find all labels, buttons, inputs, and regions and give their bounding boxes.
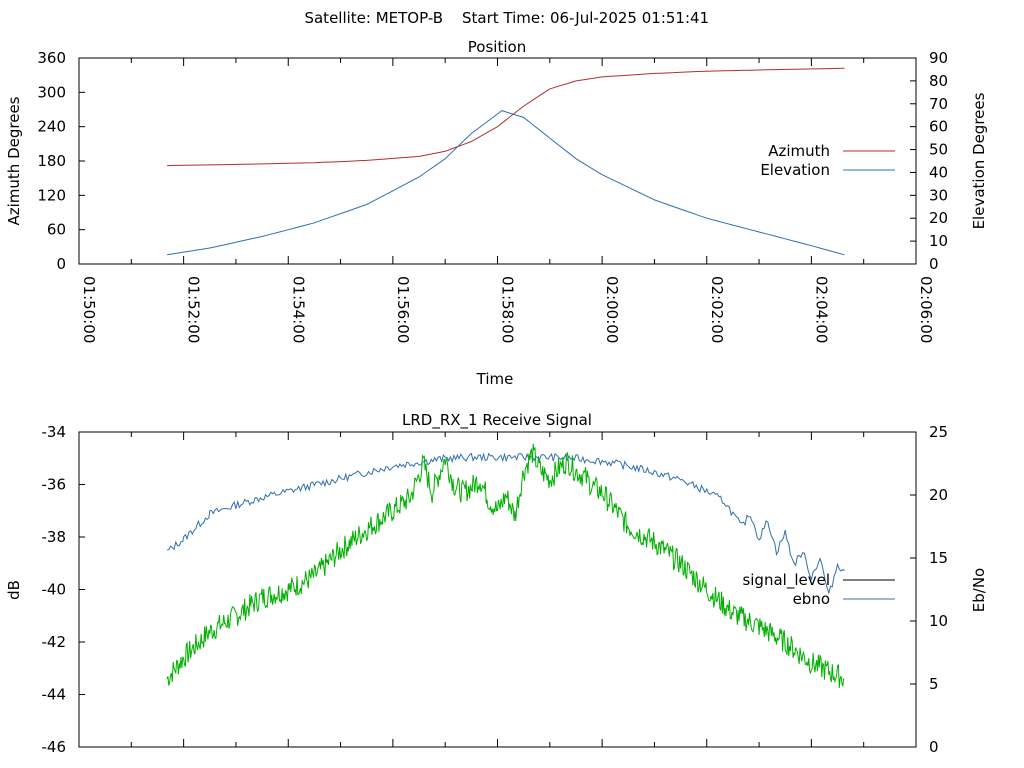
db-axis-label: dB (5, 580, 23, 600)
y2-tick-label: 10 (929, 612, 948, 630)
elevation-axis-tick-labels: 0 10 20 30 40 50 60 70 80 90 (929, 49, 948, 273)
y2-tick-label: 40 (929, 163, 948, 181)
y2-tick-label: 5 (929, 675, 939, 693)
x-tick-label: 01:54:00 (289, 276, 307, 343)
receive-signal-chart-title: LRD_RX_1 Receive Signal (402, 411, 592, 430)
y2-tick-label: 25 (929, 423, 948, 441)
ebno-axis-label: Eb/No (970, 568, 988, 612)
y-tick-label: 300 (37, 83, 66, 101)
y2-tick-label: 50 (929, 141, 948, 159)
y2-tick-label: 0 (929, 738, 939, 756)
legend-label-signal-level: signal_level (742, 571, 830, 590)
db-axis-tick-labels: -34 -36 -38 -40 -42 -44 -46 (42, 423, 67, 756)
y-tick-label: 360 (37, 49, 66, 67)
y-tick-label: -42 (42, 633, 67, 651)
position-chart: Position 0 60 120 180 240 300 360 0 10 20 30 40 50 6… (5, 38, 988, 388)
satellite-label: Satellite: METOP-B (304, 9, 443, 27)
position-legend: Azimuth Elevation (760, 142, 895, 179)
ebno-axis-tick-labels: 0 5 10 15 20 25 (929, 423, 948, 756)
y2-tick-label: 70 (929, 95, 948, 113)
start-time-label: Start Time: 06-Jul-2025 01:51:41 (462, 9, 709, 27)
y2-tick-label: 30 (929, 186, 948, 204)
x-tick-label: 02:04:00 (812, 276, 830, 343)
receive-signal-legend: signal_level ebno (742, 571, 895, 608)
y-tick-label: -44 (42, 686, 67, 704)
y-tick-label: 240 (37, 118, 66, 136)
position-gridless-ticks (78, 57, 917, 265)
elevation-series-line (167, 110, 845, 256)
azimuth-axis-tick-labels: 0 60 120 180 240 300 360 (37, 49, 66, 273)
legend-label-elevation: Elevation (760, 161, 830, 179)
y2-tick-label: 10 (929, 232, 948, 250)
y-tick-label: 180 (37, 152, 66, 170)
x-tick-label: 02:00:00 (603, 276, 621, 343)
y2-tick-label: 80 (929, 72, 948, 90)
azimuth-axis-label: Azimuth Degrees (5, 96, 23, 225)
y2-tick-label: 90 (929, 49, 948, 67)
legend-label-ebno: ebno (793, 590, 830, 608)
elevation-axis-label: Elevation Degrees (970, 92, 988, 229)
y-tick-label: 60 (47, 221, 66, 239)
y-tick-label: -40 (42, 581, 67, 599)
receive-signal-ticks (78, 431, 917, 748)
x-tick-label: 01:52:00 (185, 276, 203, 343)
y-tick-label: -46 (42, 738, 67, 756)
position-chart-title: Position (468, 38, 526, 56)
x-tick-label: 01:50:00 (80, 276, 98, 343)
time-axis-tick-labels: 01:50:00 01:52:00 01:54:00 01:56:00 01:58:00… (80, 276, 935, 343)
time-axis-label: Time (476, 370, 514, 388)
y2-tick-label: 20 (929, 209, 948, 227)
signal-level-series-line (166, 443, 845, 688)
receive-signal-chart: LRD_RX_1 Receive Signal -34-36-38-40-42-… (5, 411, 988, 756)
x-tick-label: 01:56:00 (394, 276, 412, 343)
y-tick-label: -34 (42, 423, 67, 441)
x-tick-label: 01:58:00 (499, 276, 517, 343)
receive-signal-plot-frame (78, 431, 917, 748)
y-tick-label: 0 (56, 255, 66, 273)
y2-tick-label: 60 (929, 118, 948, 136)
y2-tick-label: 20 (929, 486, 948, 504)
y2-tick-label: 15 (929, 549, 948, 567)
y-tick-label: -36 (42, 476, 67, 494)
x-tick-label: 02:02:00 (708, 276, 726, 343)
azimuth-series-line (167, 67, 845, 167)
y-tick-label: -38 (42, 528, 67, 546)
legend-label-azimuth: Azimuth (768, 142, 830, 160)
y2-tick-label: 0 (929, 255, 939, 273)
ebno-series-line (167, 452, 845, 595)
y-tick-label: 120 (37, 186, 66, 204)
x-tick-label: 02:06:00 (917, 276, 935, 343)
